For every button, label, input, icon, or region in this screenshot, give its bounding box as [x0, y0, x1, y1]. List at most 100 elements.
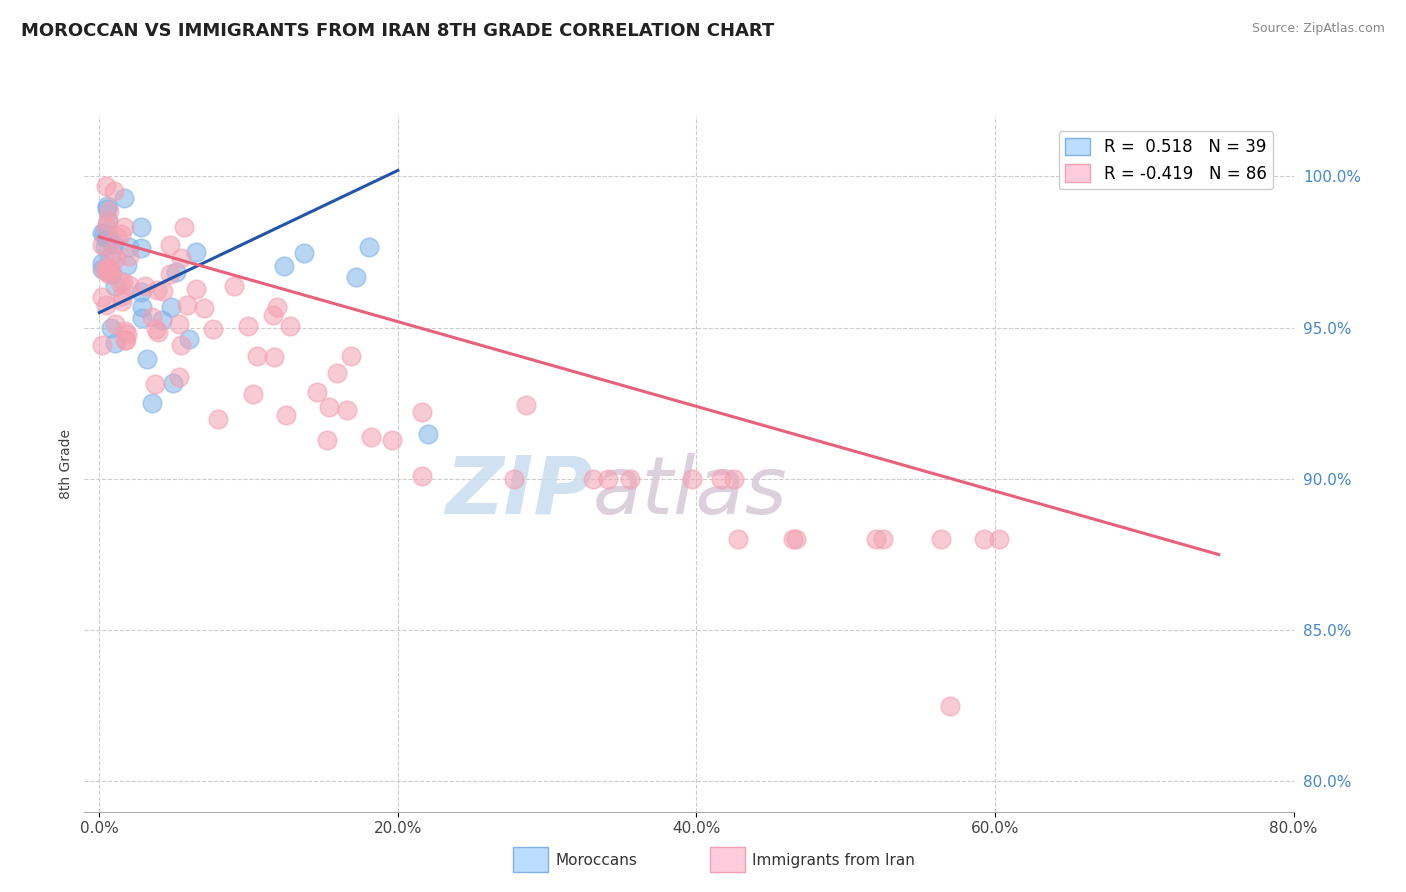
Point — [131, 310, 153, 325]
Point — [114, 324, 136, 338]
Point — [170, 338, 193, 352]
Point — [246, 349, 269, 363]
Point — [104, 318, 127, 332]
Point — [97, 213, 120, 227]
Text: atlas: atlas — [592, 452, 787, 531]
Point — [177, 332, 200, 346]
Point — [318, 401, 340, 415]
Point — [201, 322, 224, 336]
Point — [93, 239, 115, 253]
Point — [97, 231, 120, 245]
Point — [159, 238, 181, 252]
Point — [118, 249, 141, 263]
Point — [96, 202, 118, 216]
Point — [111, 294, 134, 309]
Point — [360, 430, 382, 444]
Point — [96, 199, 118, 213]
Point — [90, 256, 112, 270]
Point — [162, 376, 184, 391]
Point — [134, 279, 156, 293]
Point — [266, 300, 288, 314]
Point — [515, 398, 537, 412]
Point — [112, 191, 135, 205]
Point — [90, 226, 112, 240]
Point — [865, 533, 887, 547]
Point — [236, 318, 259, 333]
Point — [108, 277, 131, 291]
Point — [97, 214, 120, 228]
Point — [104, 335, 127, 350]
Point — [103, 184, 125, 198]
Point — [114, 333, 136, 347]
Point — [146, 325, 169, 339]
Point — [723, 472, 745, 486]
Point — [280, 318, 302, 333]
Point — [152, 313, 174, 327]
Point — [98, 262, 121, 277]
Point — [96, 227, 118, 241]
Point — [143, 376, 166, 391]
Point — [94, 231, 117, 245]
Point — [159, 267, 181, 281]
Point — [326, 366, 349, 380]
Point — [929, 533, 952, 547]
Point — [112, 220, 135, 235]
Point — [110, 227, 132, 242]
Point — [416, 426, 439, 441]
Point — [136, 352, 159, 367]
Point — [785, 533, 807, 547]
Point — [340, 350, 363, 364]
Point — [782, 533, 804, 547]
Point — [98, 204, 121, 219]
Point — [104, 251, 127, 265]
Point — [104, 278, 127, 293]
Point — [91, 338, 114, 352]
Point — [114, 334, 136, 348]
Point — [262, 308, 284, 322]
Point — [169, 318, 191, 332]
Text: MOROCCAN VS IMMIGRANTS FROM IRAN 8TH GRADE CORRELATION CHART: MOROCCAN VS IMMIGRANTS FROM IRAN 8TH GRA… — [21, 22, 775, 40]
Point — [207, 411, 229, 425]
Text: Moroccans: Moroccans — [555, 854, 637, 868]
Point — [939, 698, 962, 713]
Point — [100, 246, 122, 260]
Point — [619, 472, 641, 486]
Point — [582, 472, 605, 486]
Point — [184, 282, 207, 296]
Point — [186, 244, 208, 259]
Point — [111, 275, 134, 289]
Point — [141, 396, 163, 410]
Y-axis label: 8th Grade: 8th Grade — [59, 429, 73, 499]
Point — [115, 258, 138, 272]
Point — [129, 240, 152, 254]
Point — [335, 403, 357, 417]
Point — [681, 472, 703, 486]
Text: Source: ZipAtlas.com: Source: ZipAtlas.com — [1251, 22, 1385, 36]
Point — [97, 268, 120, 282]
Point — [98, 249, 121, 263]
Point — [176, 298, 198, 312]
Point — [598, 472, 620, 486]
Point — [193, 301, 215, 316]
Text: Immigrants from Iran: Immigrants from Iran — [752, 854, 915, 868]
Point — [91, 238, 114, 252]
Point — [170, 251, 193, 265]
Point — [160, 300, 183, 314]
Point — [381, 433, 404, 447]
Point — [93, 261, 115, 276]
Point — [973, 533, 995, 547]
Point — [727, 533, 749, 547]
Point — [274, 408, 297, 422]
Point — [152, 285, 174, 299]
Point — [273, 259, 295, 273]
Point — [105, 230, 128, 244]
Point — [242, 386, 264, 401]
Point — [307, 385, 329, 400]
Point — [111, 289, 134, 303]
Point — [115, 326, 138, 341]
Point — [90, 290, 112, 304]
Point — [872, 533, 894, 547]
Point — [145, 322, 167, 336]
Point — [169, 370, 191, 384]
Point — [129, 285, 152, 299]
